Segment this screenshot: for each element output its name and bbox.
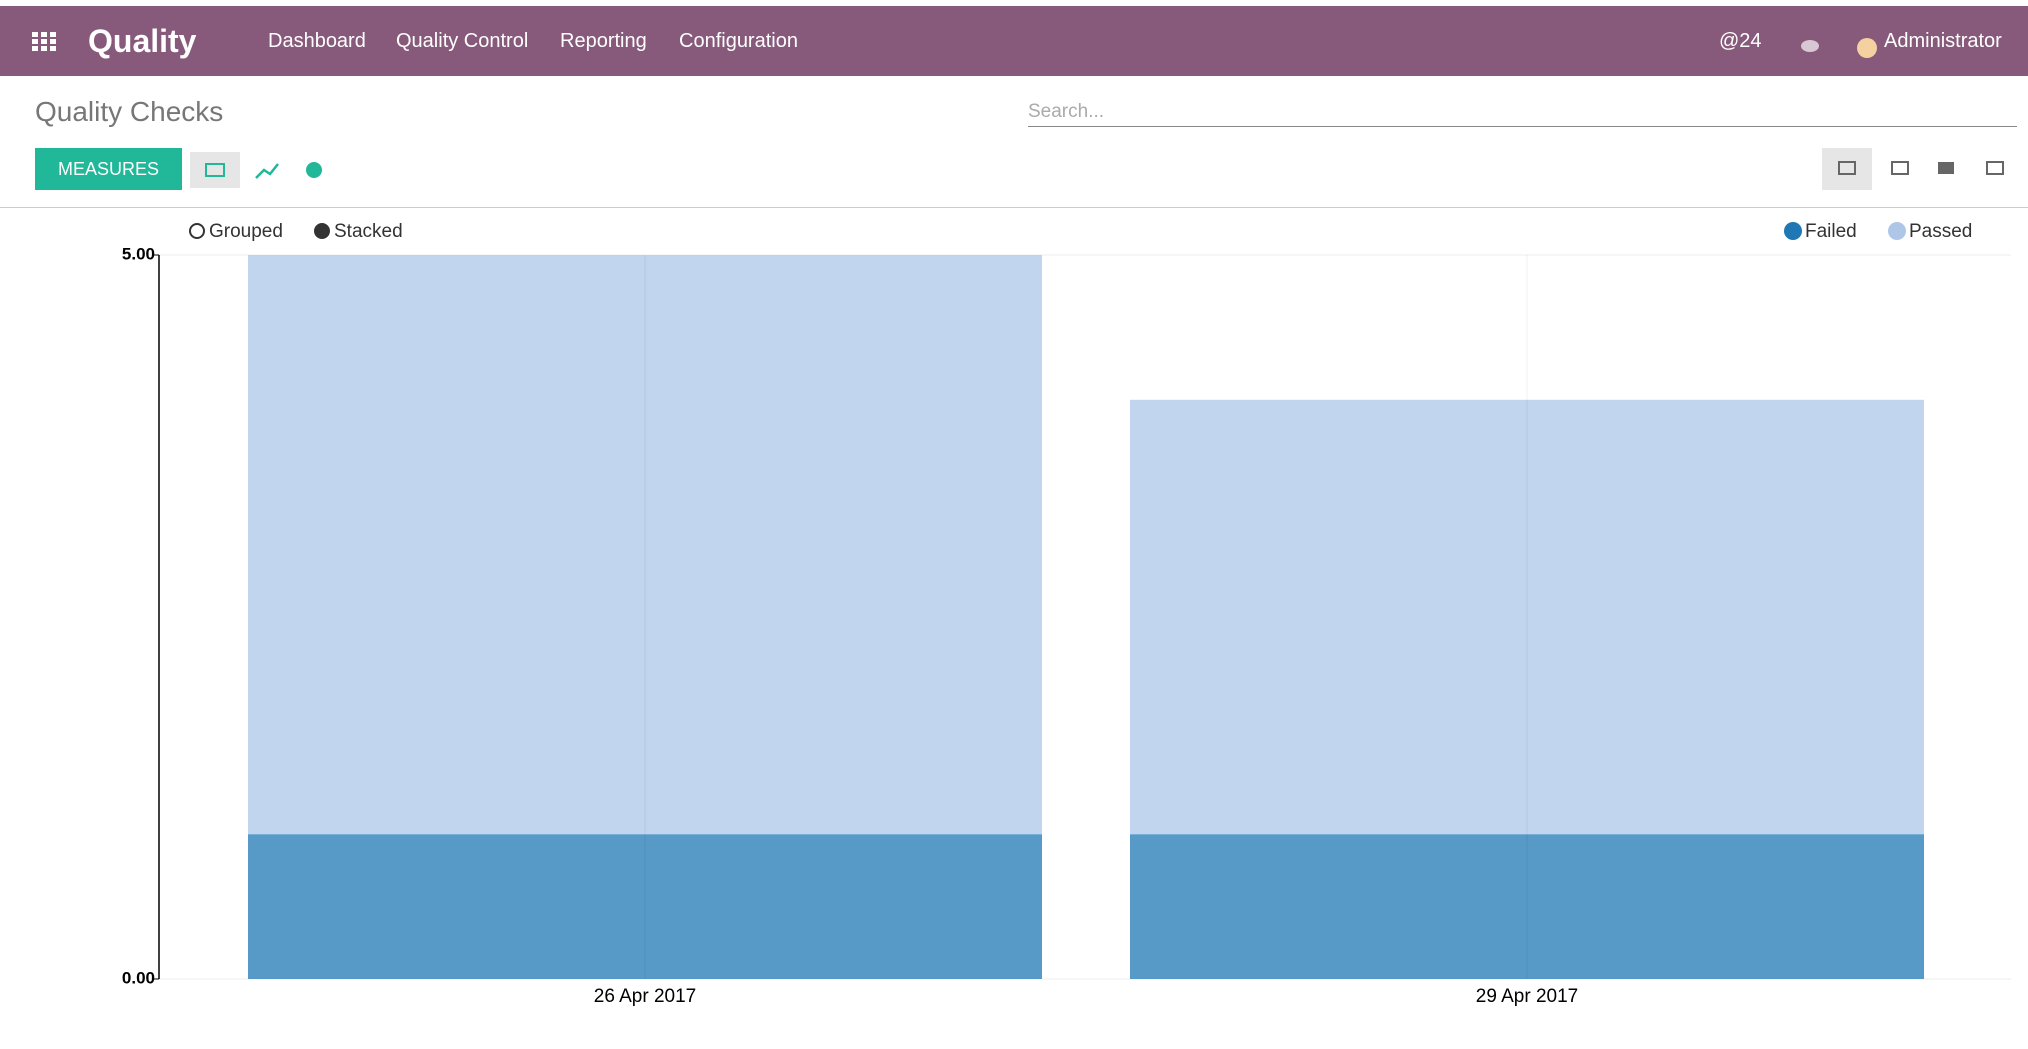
app-name[interactable]: Quality (88, 23, 197, 59)
menu-item[interactable]: Dashboard (268, 30, 366, 52)
mode-label: Stacked (334, 221, 403, 242)
menu-item[interactable]: Quality Control (396, 30, 529, 52)
pivot-view[interactable] (1891, 161, 1909, 175)
mode-radio[interactable] (314, 223, 330, 239)
bar-icon (205, 163, 225, 177)
legend-label: Passed (1909, 221, 1972, 242)
bar-mode[interactable] (190, 152, 240, 188)
measures-button[interactable]: MEASURES (35, 148, 182, 190)
y-tick-label: 0.00 (122, 968, 155, 987)
kanban-view[interactable] (1938, 162, 1954, 174)
bar (248, 834, 1042, 979)
menu-item[interactable]: Reporting (560, 30, 647, 52)
bar (1130, 399, 1924, 835)
chat-icon[interactable] (1800, 39, 1824, 55)
chart-type-buttons (190, 152, 322, 188)
menu-item[interactable]: Configuration (679, 30, 798, 52)
x-tick-label: 26 Apr 2017 (594, 986, 696, 1007)
pie-mode[interactable] (306, 162, 322, 178)
apps-icon[interactable] (32, 32, 56, 52)
avatar[interactable] (1856, 37, 1878, 59)
navbar: Quality Dashboard Quality Control Report… (0, 6, 2028, 76)
bar (1130, 834, 1924, 979)
graph-view[interactable] (1822, 148, 1872, 190)
breadcrumb: Quality Checks (35, 96, 224, 127)
chart: Grouped Stacked Failed Passed 0.00 5.00 26 Apr… (122, 221, 2011, 1007)
mentions[interactable]: @24 (1719, 30, 1762, 52)
x-tick-label: 29 Apr 2017 (1476, 986, 1578, 1007)
icon (1838, 161, 1856, 175)
mode-radio[interactable] (189, 223, 205, 239)
list-view[interactable] (1986, 161, 2004, 175)
user-menu[interactable]: Administrator (1884, 30, 2002, 52)
legend-dot (1888, 222, 1906, 240)
legend-label: Failed (1805, 221, 1857, 242)
legend-dot (1784, 222, 1802, 240)
bar (248, 255, 1042, 835)
line-mode[interactable] (255, 163, 279, 179)
y-tick-label: 5.00 (122, 244, 155, 263)
separator (0, 207, 2028, 208)
mode-label: Grouped (209, 221, 283, 242)
search-input[interactable]: Search... (1028, 98, 2017, 127)
view-switcher (1822, 148, 2004, 190)
